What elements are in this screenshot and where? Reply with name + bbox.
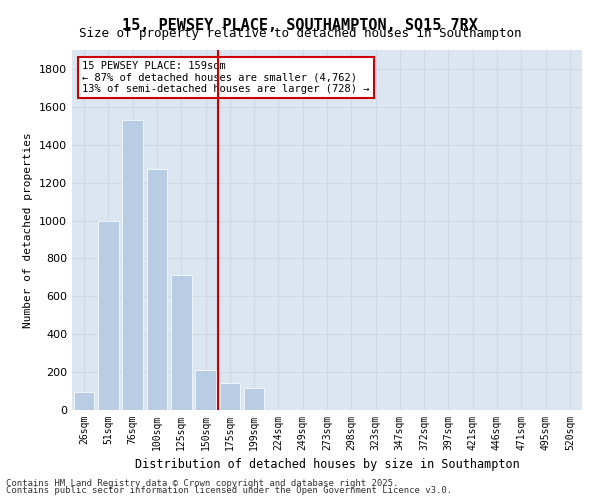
Text: Size of property relative to detached houses in Southampton: Size of property relative to detached ho… bbox=[79, 28, 521, 40]
Bar bbox=[244, 388, 265, 410]
X-axis label: Distribution of detached houses by size in Southampton: Distribution of detached houses by size … bbox=[134, 458, 520, 471]
Bar bbox=[74, 392, 94, 410]
Bar bbox=[122, 120, 143, 410]
Bar bbox=[98, 220, 119, 410]
Bar bbox=[195, 370, 216, 410]
Y-axis label: Number of detached properties: Number of detached properties bbox=[23, 132, 34, 328]
Text: Contains HM Land Registry data © Crown copyright and database right 2025.: Contains HM Land Registry data © Crown c… bbox=[6, 478, 398, 488]
Text: Contains public sector information licensed under the Open Government Licence v3: Contains public sector information licen… bbox=[6, 486, 452, 495]
Text: 15 PEWSEY PLACE: 159sqm
← 87% of detached houses are smaller (4,762)
13% of semi: 15 PEWSEY PLACE: 159sqm ← 87% of detache… bbox=[82, 61, 370, 94]
Bar bbox=[146, 170, 167, 410]
Text: 15, PEWSEY PLACE, SOUTHAMPTON, SO15 7RX: 15, PEWSEY PLACE, SOUTHAMPTON, SO15 7RX bbox=[122, 18, 478, 32]
Bar bbox=[171, 276, 191, 410]
Bar bbox=[220, 384, 240, 410]
